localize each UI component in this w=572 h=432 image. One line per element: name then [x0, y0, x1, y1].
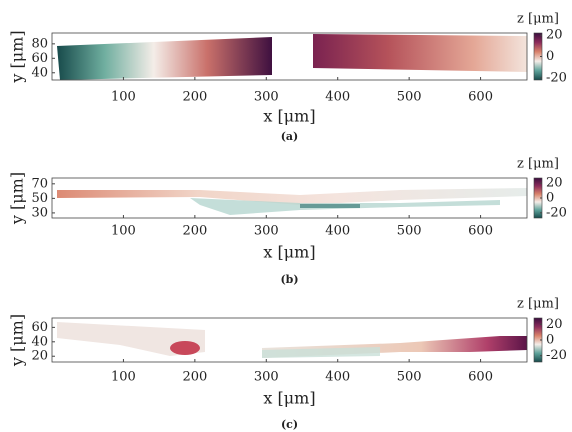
y-tick-label: 30	[31, 205, 48, 220]
x-tick-label: 500	[397, 370, 422, 385]
y-tick-label: 80	[31, 36, 48, 51]
surface-a	[57, 34, 527, 80]
x-axis-label: x [μm]	[263, 107, 315, 126]
colorbar-tick-label: -20	[546, 348, 567, 363]
surface-b	[57, 188, 527, 215]
colorbar-label: z [μm]	[517, 12, 559, 27]
caption: (c)	[281, 418, 298, 431]
surface-c	[57, 322, 527, 358]
x-tick-label: 200	[182, 370, 207, 385]
y-tick-label: 60	[31, 51, 48, 66]
plot-frame	[51, 32, 528, 81]
colorbar-tick-label: 0	[546, 191, 554, 206]
y-axis-label: y [μm]	[8, 172, 27, 225]
x-tick-label: 600	[468, 370, 493, 385]
y-tick-label: 70	[31, 176, 48, 191]
y-tick-label: 40	[31, 334, 48, 349]
x-tick-label: 600	[468, 90, 493, 105]
y-tick-label: 60	[31, 320, 48, 335]
y-tick-label: 40	[31, 65, 48, 80]
caption: (b)	[280, 273, 298, 286]
x-axis-label: x [μm]	[263, 243, 315, 262]
x-tick-label: 300	[254, 224, 279, 239]
x-tick-label: 300	[254, 90, 279, 105]
x-tick-label: 400	[325, 224, 350, 239]
colorbar-tick-label: 20	[546, 176, 563, 191]
colorbar-tick-label: 20	[546, 28, 563, 43]
colorbar-tick-label: -20	[546, 70, 567, 85]
x-tick-label: 400	[325, 370, 350, 385]
x-tick-label: 200	[182, 90, 207, 105]
y-tick-label: 50	[31, 191, 48, 206]
x-tick-label: 200	[182, 224, 207, 239]
y-axis-label: y [μm]	[8, 30, 27, 83]
x-tick-label: 400	[325, 90, 350, 105]
caption: (a)	[281, 130, 299, 143]
colorbar-label: z [μm]	[517, 157, 559, 172]
x-axis-label: x [μm]	[263, 389, 315, 408]
colorbar-tick-label: 20	[546, 317, 563, 332]
x-tick-label: 100	[111, 224, 136, 239]
x-tick-label: 100	[111, 370, 136, 385]
plot-frame	[51, 317, 528, 363]
x-tick-label: 500	[397, 224, 422, 239]
y-tick-label: 20	[31, 349, 48, 364]
colorbar-label: z [μm]	[517, 297, 559, 312]
colorbar-tick-label: -20	[546, 205, 567, 220]
y-axis-label: y [μm]	[8, 314, 27, 367]
x-tick-label: 100	[111, 90, 136, 105]
x-tick-label: 500	[397, 90, 422, 105]
colorbar-tick-label: 0	[546, 333, 554, 348]
x-tick-label: 300	[254, 370, 279, 385]
colorbar-tick-label: 0	[546, 49, 554, 64]
x-tick-label: 600	[468, 224, 493, 239]
